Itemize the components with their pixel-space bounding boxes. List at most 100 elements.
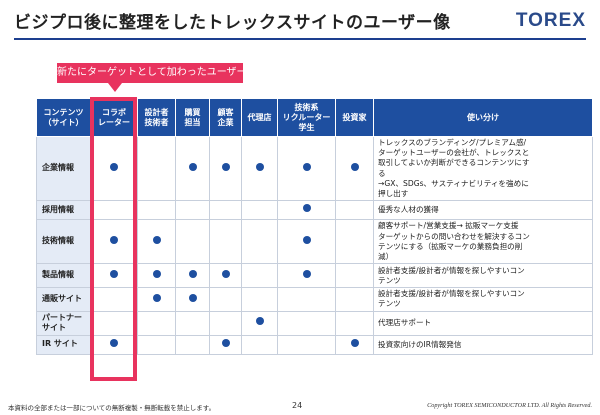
matrix-cell — [90, 135, 138, 202]
matrix-cell — [175, 200, 210, 221]
usage-description: 優秀な人材の獲得 — [373, 200, 593, 221]
target-dot-icon — [302, 162, 311, 171]
target-dot-icon — [152, 235, 161, 244]
target-dot-icon — [255, 317, 264, 326]
matrix-cell — [137, 287, 176, 312]
matrix-cell — [137, 200, 176, 221]
matrix-cell — [277, 287, 336, 312]
matrix-cell — [90, 219, 138, 265]
matrix-cell — [241, 219, 278, 265]
matrix-cell — [209, 334, 242, 355]
matrix-cell — [209, 135, 242, 202]
matrix-cell — [209, 200, 242, 221]
matrix-cell — [175, 263, 210, 289]
matrix-cell — [241, 200, 278, 221]
matrix-cell — [277, 219, 336, 265]
table-header-row: コンテンツ （サイト） コラボ レーター 設計者 技術者 購買 担当 顧客 企業… — [36, 98, 593, 137]
footer-note: 本資料の全部または一部についての無断複製・無断転載を禁止します。 — [8, 404, 216, 412]
column-header-collaborator: コラボ レーター — [90, 98, 138, 137]
matrix-cell — [241, 334, 278, 355]
column-header-usage: 使い分け — [373, 98, 593, 137]
matrix-cell — [90, 310, 138, 336]
matrix-cell — [277, 310, 336, 336]
matrix-cell — [90, 287, 138, 312]
new-target-callout: 新たにターゲットとして加わったユーザー — [57, 63, 247, 83]
table-row: 技術情報 顧客サポート/営業支援→ 拡販マーケ支援 ターゲットからの問い合わせを解… — [36, 219, 593, 265]
target-dot-icon — [350, 338, 359, 347]
column-header-designer: 設計者 技術者 — [137, 98, 176, 137]
matrix-cell — [241, 310, 278, 336]
user-content-matrix: コンテンツ （サイト） コラボ レーター 設計者 技術者 購買 担当 顧客 企業… — [36, 98, 593, 355]
matrix-cell — [209, 287, 242, 312]
page-title: ビジプロ後に整理をしたトレックスサイトのユーザー像 — [14, 13, 451, 33]
table-row: パートナー サイト 代理店サポート — [36, 310, 593, 336]
matrix-cell — [335, 135, 374, 202]
matrix-cell — [175, 287, 210, 312]
target-dot-icon — [188, 269, 197, 278]
target-dot-icon — [302, 235, 311, 244]
target-dot-icon — [152, 293, 161, 302]
column-header-contents: コンテンツ （サイト） — [36, 98, 91, 137]
matrix-cell — [209, 263, 242, 289]
target-dot-icon — [221, 269, 230, 278]
usage-description: 代理店サポート — [373, 310, 593, 336]
column-header-customer: 顧客 企業 — [209, 98, 242, 137]
page-number: 24 — [292, 401, 303, 410]
target-dot-icon — [188, 162, 197, 171]
matrix-cell — [241, 135, 278, 202]
matrix-cell — [175, 135, 210, 202]
target-dot-icon — [188, 293, 197, 302]
matrix-cell — [137, 219, 176, 265]
table-row: IR サイト 投資家向けのIR情報発信 — [36, 334, 593, 355]
matrix-cell — [335, 310, 374, 336]
matrix-cell — [209, 310, 242, 336]
matrix-cell — [277, 263, 336, 289]
matrix-cell — [209, 219, 242, 265]
callout-pointer — [108, 83, 122, 92]
target-dot-icon — [350, 162, 359, 171]
footer-copyright: Copyright TOREX SEMICONDUCTOR LTD. All R… — [427, 402, 592, 409]
target-dot-icon — [110, 162, 118, 171]
row-label: IR サイト — [36, 334, 91, 355]
target-dot-icon — [302, 269, 311, 278]
matrix-cell — [241, 287, 278, 312]
title-underline — [14, 38, 586, 40]
table-row: 採用情報 優秀な人材の獲得 — [36, 200, 593, 221]
column-header-purchasing: 購買 担当 — [175, 98, 210, 137]
matrix-cell — [137, 310, 176, 336]
usage-description: 設計者支援/設計者が情報を探しやすいコン テンツ — [373, 287, 593, 312]
matrix-cell — [335, 219, 374, 265]
target-dot-icon — [221, 162, 230, 171]
usage-description: 投資家向けのIR情報発信 — [373, 334, 593, 355]
target-dot-icon — [255, 162, 264, 171]
matrix-cell — [175, 310, 210, 336]
column-header-investor: 投資家 — [335, 98, 374, 137]
target-dot-icon — [110, 235, 118, 244]
row-label: 通販サイト — [36, 287, 91, 312]
matrix-cell — [175, 334, 210, 355]
target-dot-icon — [302, 204, 311, 213]
matrix-cell — [175, 219, 210, 265]
matrix-cell — [277, 200, 336, 221]
column-header-recruit: 技術系 リクルーター 学生 — [277, 98, 336, 137]
matrix-cell — [277, 334, 336, 355]
matrix-cell — [335, 334, 374, 355]
target-dot-icon — [152, 269, 161, 278]
usage-description: 設計者支援/設計者が情報を探しやすいコン テンツ — [373, 263, 593, 289]
row-label: パートナー サイト — [36, 310, 91, 336]
target-dot-icon — [110, 269, 118, 278]
matrix-cell — [90, 200, 138, 221]
matrix-cell — [241, 263, 278, 289]
matrix-cell — [335, 263, 374, 289]
matrix-cell — [137, 263, 176, 289]
matrix-cell — [335, 287, 374, 312]
row-label: 採用情報 — [36, 200, 91, 221]
usage-description: 顧客サポート/営業支援→ 拡販マーケ支援 ターゲットからの問い合わせを解決するコ… — [373, 219, 593, 265]
matrix-cell — [335, 200, 374, 221]
target-dot-icon — [221, 338, 230, 347]
table-row: 製品情報 設計者支援/設計者が情報を探しやすいコン テンツ — [36, 263, 593, 289]
usage-description: トレックスのブランディング/プレミアム感/ ターゲットユーザーの会社が、トレック… — [373, 135, 593, 202]
row-label: 企業情報 — [36, 135, 91, 202]
matrix-cell — [277, 135, 336, 202]
target-dot-icon — [110, 338, 118, 347]
